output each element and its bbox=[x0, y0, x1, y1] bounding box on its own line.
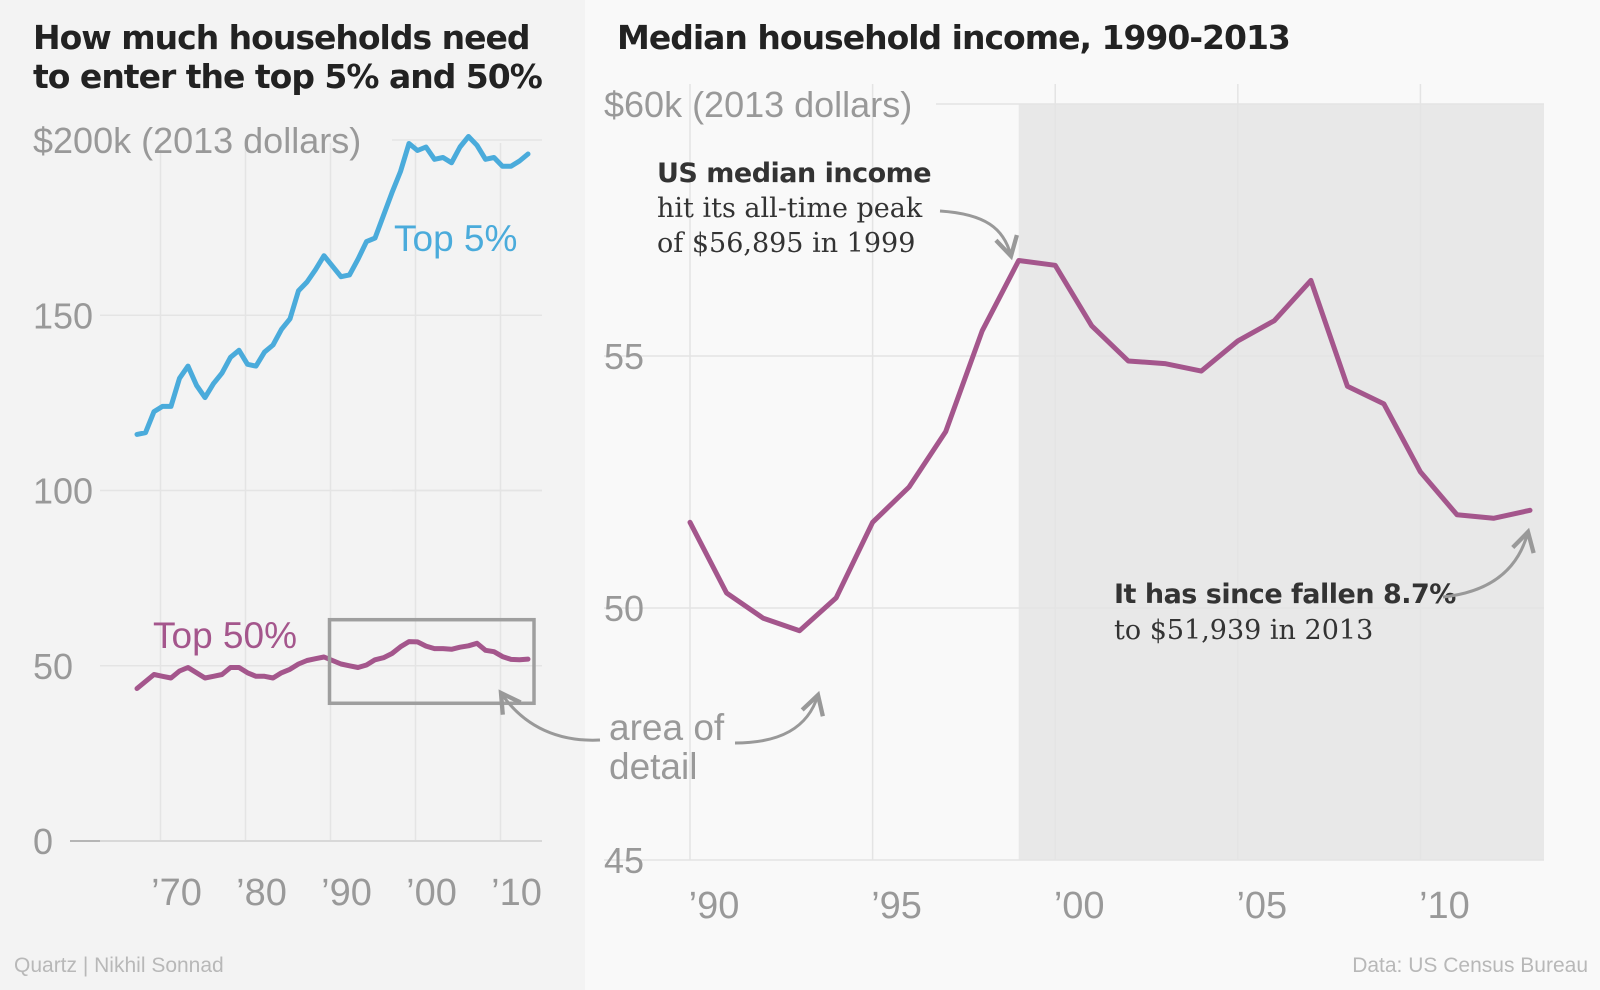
detail-arrow-right bbox=[734, 690, 825, 745]
footer-credit: Quartz | Nikhil Sonnad bbox=[14, 954, 224, 977]
left-chart-title: How much households need to enter the to… bbox=[33, 18, 543, 96]
detail-label-line-1: detail bbox=[609, 746, 697, 787]
right-y-tick-label-3: $60k (2013 dollars) bbox=[604, 84, 912, 125]
detail-arrow-left bbox=[498, 689, 601, 742]
left-x-tick-label-0: ’70 bbox=[151, 872, 202, 914]
left-y-tick-label-2: 100 bbox=[33, 471, 93, 512]
post-peak-shaded-region bbox=[1018, 104, 1544, 860]
peak-annotation-line-0: hit its all-time peak bbox=[657, 193, 923, 224]
top50-series-label: Top 50% bbox=[153, 615, 297, 656]
detail-box bbox=[327, 617, 536, 706]
right-x-tick-label-3: ’05 bbox=[1236, 885, 1287, 927]
left-x-tick-label-4: ’10 bbox=[491, 872, 542, 914]
peak-annotation-line-1: of $56,895 in 1999 bbox=[657, 228, 915, 259]
right-chart-title: Median household income, 1990-2013 bbox=[617, 18, 1291, 57]
right-x-tick-label-4: ’10 bbox=[1419, 885, 1470, 927]
top5-series-label: Top 5% bbox=[394, 218, 517, 259]
footer-source: Data: US Census Bureau bbox=[1352, 954, 1588, 977]
fall-annotation-title: It has since fallen 8.7% bbox=[1114, 579, 1456, 610]
right-x-tick-label-1: ’95 bbox=[871, 885, 922, 927]
detail-label-line-0: area of bbox=[609, 707, 725, 748]
right-y-tick-label-1: 50 bbox=[604, 588, 644, 629]
median-income-line bbox=[687, 258, 1533, 634]
left-x-tick-label-3: ’00 bbox=[406, 872, 457, 914]
left-y-tick-label-4: $200k (2013 dollars) bbox=[33, 120, 361, 161]
left-y-tick-label-0: 0 bbox=[33, 821, 53, 862]
left-x-tick-label-1: ’80 bbox=[236, 872, 287, 914]
left-panel bbox=[0, 0, 585, 990]
fall-annotation-line-0: to $51,939 in 2013 bbox=[1114, 615, 1373, 646]
left-series-line-1 bbox=[134, 639, 531, 691]
left-x-tick-label-2: ’90 bbox=[321, 872, 372, 914]
right-y-tick-label-2: 55 bbox=[604, 336, 644, 377]
left-series-line-0 bbox=[134, 134, 531, 437]
left-y-tick-label-1: 50 bbox=[33, 646, 73, 687]
peak-arrow bbox=[939, 209, 1019, 261]
right-y-tick-label-0: 45 bbox=[604, 840, 644, 881]
fall-arrow bbox=[1442, 527, 1536, 599]
peak-annotation-title: US median income bbox=[657, 158, 931, 189]
right-x-tick-label-2: ’00 bbox=[1054, 885, 1105, 927]
left-y-tick-label-3: 150 bbox=[33, 295, 93, 336]
right-x-tick-label-0: ’90 bbox=[689, 885, 740, 927]
